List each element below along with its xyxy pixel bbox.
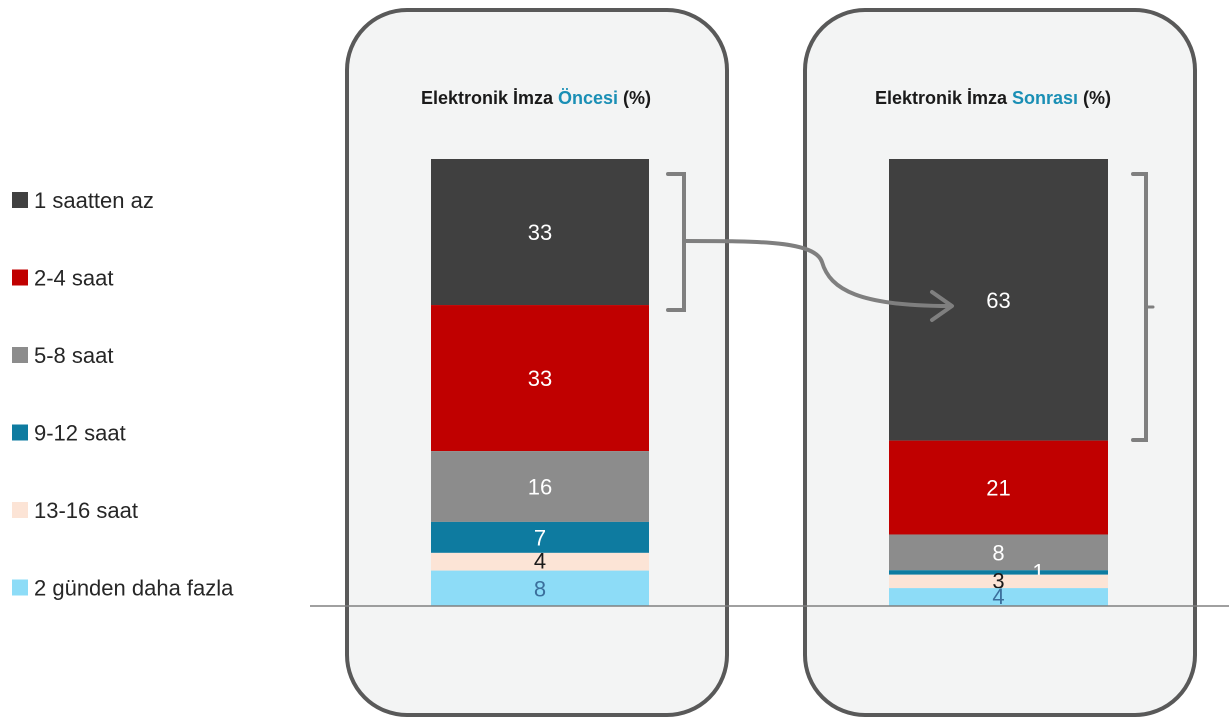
panel-after-title-highlight: Sonrası: [1012, 88, 1078, 108]
data-label-after-1-saatten-az: 63: [986, 288, 1010, 313]
bar-segment-before-1-saatten-az: [431, 159, 649, 306]
legend-swatch-5-8-saat: [12, 347, 28, 363]
legend-label-2-gunden-fazla: 2 günden daha fazla: [34, 576, 234, 601]
bar-segment-after-13-16-saat: [889, 574, 1108, 589]
panel-before-title-pre: Elektronik İmza: [421, 88, 558, 108]
bar-segment-before-2-4-saat: [431, 305, 649, 452]
panel-after-title: Elektronik İmza Sonrası (%): [875, 88, 1111, 108]
data-label-before-9-12-saat: 7: [534, 525, 546, 550]
data-label-after-2-gunden-fazla: 4: [992, 584, 1004, 609]
legend-label-2-4-saat: 2-4 saat: [34, 266, 114, 291]
legend-swatch-9-12-saat: [12, 424, 28, 441]
legend-label-13-16-saat: 13-16 saat: [34, 498, 138, 523]
bar-segment-after-2-4-saat: [889, 440, 1108, 535]
data-label-before-2-gunden-fazla: 8: [534, 576, 546, 601]
bar-segment-before-13-16-saat: [431, 552, 649, 571]
data-label-before-1-saatten-az: 33: [528, 220, 552, 245]
data-label-before-2-4-saat: 33: [528, 366, 552, 391]
legend-swatch-2-4-saat: [12, 269, 28, 286]
legend-swatch-13-16-saat: [12, 502, 28, 518]
data-label-after-13-16-saat: 3: [992, 568, 1004, 593]
comparison-arrow: [682, 239, 952, 308]
legend-label-1-saatten-az: 1 saatten az: [34, 188, 154, 213]
panel-before-title-highlight: Öncesi: [558, 88, 618, 108]
panel-after-title-post: (%): [1078, 88, 1111, 108]
data-label-before-13-16-saat: 4: [534, 549, 546, 574]
panel-after-title-pre: Elektronik İmza: [875, 88, 1012, 108]
data-label-after-2-4-saat: 21: [986, 476, 1010, 501]
legend: 1 saatten az 2-4 saat 5-8 saat 9-12 saat 13-…: [12, 188, 234, 601]
legend-swatch-1-saatten-az: [12, 192, 28, 208]
panel-before-title-post: (%): [618, 88, 651, 108]
comparison-arrowhead: [930, 290, 954, 322]
data-label-after-5-8-saat: 8: [992, 540, 1004, 565]
legend-label-5-8-saat: 5-8 saat: [34, 343, 114, 368]
panel-before-title: Elektronik İmza Öncesi (%): [421, 88, 651, 108]
bar-segment-before-5-8-saat: [431, 451, 649, 522]
bar-segment-after-9-12-saat: [889, 570, 1108, 575]
legend-swatch-2-gunden-fazla: [12, 579, 28, 596]
bar-segment-after-2-gunden-fazla: [889, 588, 1108, 606]
bar-segment-after-1-saatten-az: [889, 159, 1108, 441]
legend-label-9-12-saat: 9-12 saat: [34, 421, 126, 446]
data-label-before-5-8-saat: 16: [528, 475, 552, 500]
bar-segment-after-5-8-saat: [889, 534, 1108, 571]
bar-segment-before-9-12-saat: [431, 521, 649, 553]
bar-segment-before-2-gunden-fazla: [431, 570, 649, 606]
